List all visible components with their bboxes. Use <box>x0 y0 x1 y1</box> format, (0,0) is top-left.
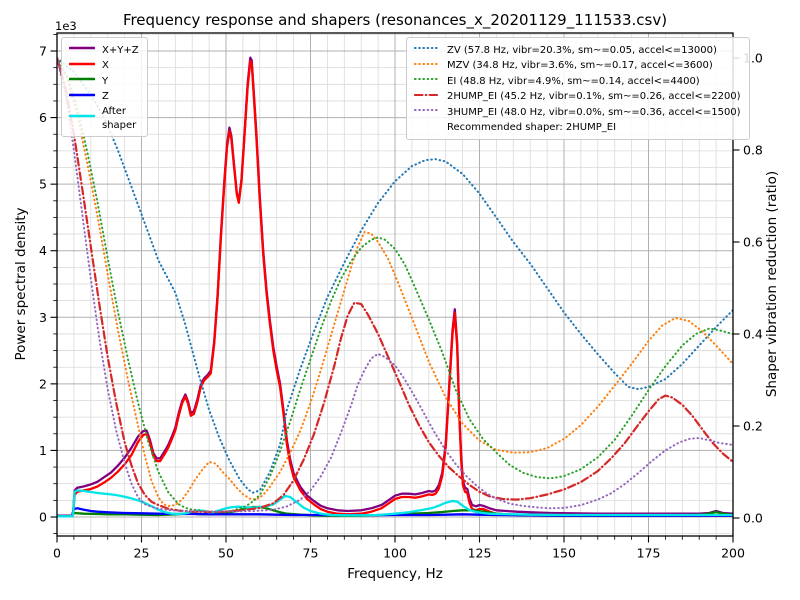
legend-label: After shaper <box>102 106 137 131</box>
legend-line-sample <box>413 62 441 65</box>
legend-label: MZV (34.8 Hz, vibr=3.6%, sm~=0.17, accel… <box>447 60 713 71</box>
legend-item-ei: EI (48.8 Hz, vibr=4.9%, sm~=0.14, accel<… <box>413 74 741 89</box>
legend-line-sample <box>413 46 441 50</box>
legend-sample-z <box>68 90 96 105</box>
curve-ei <box>57 57 733 513</box>
legend-shapers: ZV (57.8 Hz, vibr=20.3%, sm~=0.05, accel… <box>406 37 750 140</box>
x-tick-label: 75 <box>303 546 319 561</box>
legend-sample-after <box>68 111 96 126</box>
legend-item-3hump_ei: 3HUMP_EI (48.0 Hz, vibr=0.0%, sm~=0.36, … <box>413 105 741 120</box>
legend-item-2hump_ei: 2HUMP_EI (45.2 Hz, vibr=0.1%, sm~=0.26, … <box>413 90 741 105</box>
legend-label: ZV (57.8 Hz, vibr=20.3%, sm~=0.05, accel… <box>447 44 717 56</box>
curve-hump3 <box>57 57 733 513</box>
legend-line-sample <box>68 93 96 96</box>
tick-labels: 0 25 50 75 100 125 150 175 200 0 1 2 3 4 5 6 7 0.0 0.2 0.4 0… <box>39 44 763 561</box>
y2-tick-label: 0.6 <box>743 235 763 250</box>
y2-tick-label: 0.4 <box>743 327 763 342</box>
legend-label: X <box>102 60 109 71</box>
y-tick-label: 3 <box>39 310 47 325</box>
legend-sample-3hump_ei <box>413 105 441 120</box>
legend-sample-spacer <box>414 121 440 136</box>
curve-mzv <box>57 57 733 507</box>
legend-line-sample <box>68 46 96 50</box>
legend-sample-y <box>68 74 96 89</box>
legend-label: EI (48.8 Hz, vibr=4.9%, sm~=0.14, accel<… <box>447 75 700 87</box>
legend-line-sample <box>413 77 441 81</box>
legend-line-sample <box>68 114 96 118</box>
y-axis-label-right: Shaper vibration reduction (ratio) <box>764 170 780 398</box>
legend-label: Recommended shaper: 2HUMP_EI <box>447 122 617 133</box>
legend-psd: X+Y+Z X Y Z After shaper <box>61 37 148 137</box>
y-tick-label: 6 <box>39 110 47 125</box>
x-tick-label: 150 <box>552 546 576 561</box>
chart-title: Frequency response and shapers (resonanc… <box>122 11 668 29</box>
legend-label: 3HUMP_EI (48.0 Hz, vibr=0.0%, sm~=0.36, … <box>447 106 741 118</box>
legend-sample-mzv <box>413 59 441 74</box>
plot-frame <box>56 32 734 537</box>
legend-line-sample <box>68 77 96 81</box>
legend-item-after: After shaper <box>68 105 139 132</box>
legend-item-zv: ZV (57.8 Hz, vibr=20.3%, sm~=0.05, accel… <box>413 43 741 58</box>
y2-tick-label: 0.2 <box>743 419 763 434</box>
legend-sample-ei <box>413 74 441 89</box>
y-tick-label: 1 <box>39 443 47 458</box>
legend-line-sample <box>413 93 441 96</box>
x-tick-label: 125 <box>468 546 492 561</box>
legend-line-sample <box>414 121 440 131</box>
y-tick-label: 2 <box>39 376 47 391</box>
y-tick-label: 5 <box>39 177 47 192</box>
y2-tick-label: 0.0 <box>743 511 763 526</box>
legend-item-y: Y <box>68 74 139 89</box>
x-tick-label: 50 <box>218 546 234 561</box>
legend-label: X+Y+Z <box>102 44 139 56</box>
y-axis-label-left: Power spectral density <box>13 207 29 361</box>
x-tick-label: 175 <box>637 546 661 561</box>
legend-line-sample <box>68 62 96 65</box>
legend-item-z: Z <box>68 90 139 105</box>
x-axis-label: Frequency, Hz <box>347 566 443 582</box>
y-tick-label: 7 <box>39 44 47 59</box>
legend-label: 2HUMP_EI (45.2 Hz, vibr=0.1%, sm~=0.26, … <box>447 91 741 102</box>
y-tick-label: 4 <box>39 243 47 258</box>
legend-item-x-y-z: X+Y+Z <box>68 43 139 58</box>
x-tick-label: 0 <box>53 546 61 561</box>
legend-sample-zv <box>413 43 441 58</box>
curve-zv <box>57 57 733 494</box>
curve-psd_x <box>57 59 733 518</box>
legend-line-sample <box>413 108 441 112</box>
x-tick-label: 25 <box>134 546 150 561</box>
legend-label: Y <box>102 75 109 87</box>
y-tick-label: 0 <box>39 510 47 525</box>
legend-sample-x-y-z <box>68 43 96 58</box>
legend-item-mzv: MZV (34.8 Hz, vibr=3.6%, sm~=0.17, accel… <box>413 59 741 74</box>
x-tick-label: 100 <box>383 546 407 561</box>
x-tick-label: 200 <box>721 546 745 561</box>
curves <box>57 56 733 518</box>
legend-sample-x <box>68 59 96 74</box>
legend-sample-2hump_ei <box>413 90 441 105</box>
legend-item-x: X <box>68 59 139 74</box>
y2-tick-label: 0.8 <box>743 143 763 158</box>
legend-item-recommended: Recommended shaper: 2HUMP_EI <box>414 121 741 136</box>
y-axis-offset-label: 1e3 <box>55 19 77 33</box>
curve-hump2 <box>57 56 733 514</box>
legend-label: Z <box>102 91 109 102</box>
